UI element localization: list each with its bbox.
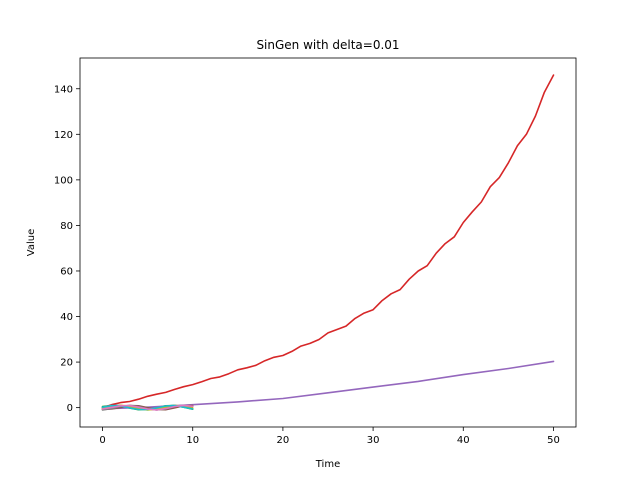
plot-frame xyxy=(79,57,577,428)
y-tick-label: 140 xyxy=(54,84,73,95)
x-axis-title: Time xyxy=(315,459,340,470)
x-axis: 0 10 20 30 40 50 xyxy=(99,427,560,446)
x-tick-label: 50 xyxy=(547,435,560,446)
y-tick-label: 40 xyxy=(60,312,73,323)
x-tick-label: 30 xyxy=(367,435,380,446)
series-line-4 xyxy=(101,74,555,409)
y-axis: 0 20 40 60 80 100 120 140 xyxy=(54,84,80,414)
x-tick-label: 10 xyxy=(186,435,199,446)
x-tick-label: 20 xyxy=(277,435,290,446)
y-axis-title: Value xyxy=(26,229,37,256)
series-line-10 xyxy=(101,404,194,411)
x-tick-label: 40 xyxy=(457,435,470,446)
series-layer xyxy=(101,74,555,411)
y-tick-label: 100 xyxy=(54,175,73,186)
x-tick-label: 0 xyxy=(99,435,105,446)
y-tick-label: 60 xyxy=(60,266,73,277)
chart-title: SinGen with delta=0.01 xyxy=(256,38,399,52)
y-tick-label: 120 xyxy=(54,130,73,141)
y-tick-label: 20 xyxy=(60,358,73,369)
y-tick-label: 0 xyxy=(67,403,73,414)
y-tick-label: 80 xyxy=(60,221,73,232)
